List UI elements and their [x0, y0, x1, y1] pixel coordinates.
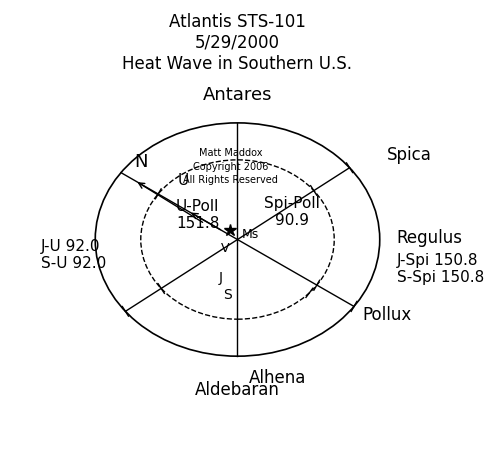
- Text: U-Poll
151.8: U-Poll 151.8: [176, 198, 220, 230]
- Text: Spi-Poll
90.9: Spi-Poll 90.9: [264, 196, 320, 228]
- Text: J-U 92.0
S-U 92.0: J-U 92.0 S-U 92.0: [41, 238, 106, 270]
- Text: V: V: [220, 241, 229, 254]
- Text: J: J: [218, 270, 222, 284]
- Text: Regulus: Regulus: [397, 228, 463, 246]
- Text: S: S: [223, 287, 232, 301]
- Text: Matt Maddox
Copyright 2006
All Rights Reserved: Matt Maddox Copyright 2006 All Rights Re…: [183, 148, 278, 185]
- Text: U: U: [178, 173, 189, 188]
- Text: Atlantis STS-101
5/29/2000
Heat Wave in Southern U.S.: Atlantis STS-101 5/29/2000 Heat Wave in …: [122, 13, 352, 73]
- Text: Ms: Ms: [242, 228, 259, 241]
- Text: Spica: Spica: [387, 146, 432, 164]
- Text: Alhena: Alhena: [248, 368, 306, 386]
- Text: Pollux: Pollux: [362, 305, 412, 323]
- Text: Aldebaran: Aldebaran: [195, 381, 280, 398]
- Text: N: N: [134, 153, 147, 171]
- Text: J-Spi 150.8
S-Spi 150.8: J-Spi 150.8 S-Spi 150.8: [397, 252, 484, 285]
- Text: Antares: Antares: [202, 86, 272, 104]
